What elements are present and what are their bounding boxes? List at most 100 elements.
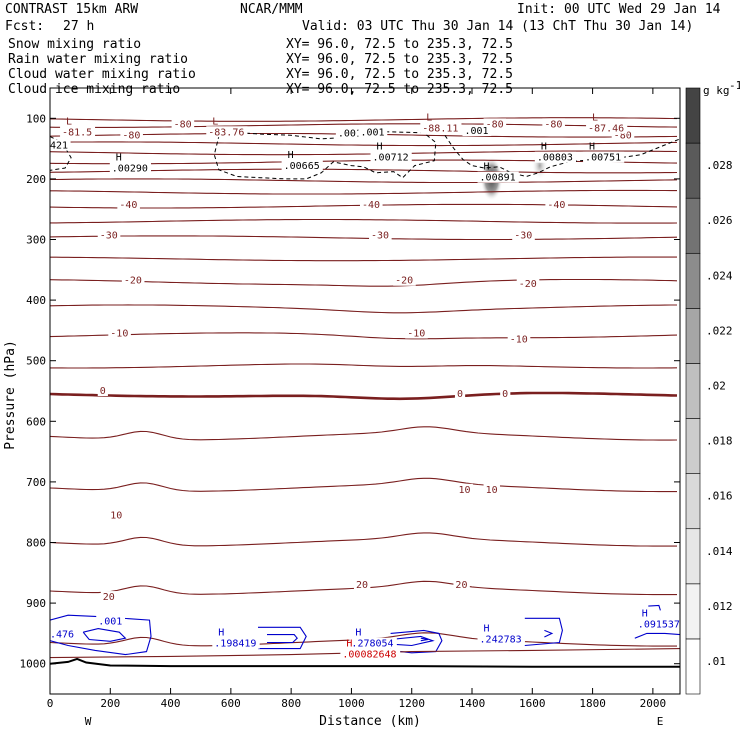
isotherm-label-bg [369, 229, 392, 241]
extremum-value: -83.76 [208, 127, 244, 138]
isotherm-label: -40 [119, 200, 137, 211]
isotherm-line [50, 168, 678, 174]
colorbar-swatch [685, 583, 701, 640]
cloud-ice-label: .001 [338, 128, 362, 139]
legend-snow-xy: XY= 96.0, 72.5 to 235.3, 72.5 [286, 37, 513, 52]
isotherm-label: -20 [124, 276, 142, 287]
isotherm-label-bg [108, 327, 131, 339]
isotherm-label: 10 [486, 485, 498, 496]
legend-snow-label: Snow mixing ratio [8, 37, 141, 52]
extremum-value: -88.11 [422, 124, 458, 135]
extremum-value: .278054 [351, 639, 393, 650]
isotherm-label: 0 [457, 389, 463, 400]
extremum-value-bg [477, 171, 519, 183]
plot-area: -80 -80 -80 -80 -80 -40 -40 -40 -30 -30 -30 -20 -20 -… [50, 113, 680, 668]
x-tick-label: 1600 [519, 697, 546, 710]
isotherm-line [50, 363, 678, 369]
y-tick-label: 900 [26, 597, 46, 610]
isotherm-label-bg [117, 198, 140, 210]
y-tick-label: 500 [26, 355, 46, 368]
isotherm-label-bg [545, 198, 568, 210]
cloud-water-contour [82, 628, 127, 642]
colorbar-swatch [685, 363, 701, 419]
isotherm-line [50, 189, 677, 195]
colorbar-swatch [685, 418, 701, 474]
isotherm-label-bg [542, 118, 565, 130]
isotherm-label-bg [512, 229, 535, 241]
extremum-value: .00712 [373, 153, 409, 164]
isotherm-label-bg [456, 483, 473, 495]
extremum-marker: L [66, 116, 72, 127]
isotherm-label-bg [483, 483, 500, 495]
isotherm-label: 20 [103, 592, 115, 603]
isotherm-label-bg [453, 578, 470, 590]
legend-cloud-ice-xy: XY= 96.0, 72.5 to 235.3, 72.5 [286, 82, 513, 97]
extremum-marker: H [377, 142, 383, 153]
colorbar-tick-label: .016 [706, 490, 733, 503]
extremum-value-bg [281, 160, 323, 172]
cloud-ice-label: .001 [360, 127, 384, 138]
colorbar-tick-label: .028 [706, 159, 733, 172]
extremum-marker: H [484, 623, 490, 634]
isotherm-line [50, 477, 677, 493]
isotherm-line [50, 150, 678, 156]
isotherm-label: -80 [174, 119, 192, 130]
extremum-value: .00803 [537, 153, 573, 164]
valid-time: Valid: 03 UTC Thu 30 Jan 14 (13 ChT Thu … [302, 19, 693, 34]
isotherm-label-bg [454, 388, 466, 400]
colorbar-swatch [685, 638, 701, 695]
legend-rain-label: Rain water mixing ratio [8, 52, 188, 67]
isotherm-label: -30 [100, 230, 118, 241]
colorbar-unit: g kg [703, 84, 730, 97]
legend-cloud-water-xy: XY= 96.0, 72.5 to 235.3, 72.5 [286, 67, 513, 82]
isotherm-label: -80 [614, 130, 632, 141]
isotherm-label: -40 [547, 200, 565, 211]
extremum-marker: L [592, 113, 598, 124]
extremum-value-bg [586, 122, 628, 134]
isotherm-line [50, 532, 677, 547]
extremum-value: .00082648 [342, 650, 396, 661]
isotherm-label-bg [97, 385, 108, 397]
legend-rain-xy: XY= 96.0, 72.5 to 235.3, 72.5 [286, 52, 513, 67]
x-tick-label: 1400 [459, 697, 486, 710]
extremum-value-bg [212, 637, 260, 649]
legend-cloud-ice-label: Cloud ice mixing ratio [8, 82, 180, 97]
colorbar-tick-label: .012 [706, 600, 733, 613]
model-title: CONTRAST 15km ARW [5, 2, 138, 17]
isotherm-label-bg [121, 274, 145, 286]
forecast-label: Fcst: [5, 19, 44, 34]
isotherm-label: -80 [122, 130, 140, 141]
colorbar-swatch [685, 142, 701, 199]
colorbar: .01 .012 .014 .016 .018 .02 .022 .024 .026 .028 [685, 87, 733, 695]
isotherm-line [50, 141, 678, 147]
extremum-value-bg [349, 637, 397, 649]
legend-cloud-water-label: Cloud water mixing ratio [8, 67, 196, 82]
isotherm-label: 10 [458, 485, 470, 496]
isotherm-line [50, 332, 678, 340]
cloud-water-label-bg [96, 615, 126, 627]
cloud-water-contour [420, 637, 429, 642]
extremum-value: .00751 [585, 153, 621, 164]
y-tick-label: 100 [26, 112, 46, 125]
x-tick-label: 0 [47, 697, 54, 710]
isotherm-line [50, 117, 678, 122]
cloud-ice-contour [213, 131, 437, 180]
cloud-ice-label: 421 [50, 141, 68, 152]
x-tick-label: 2000 [640, 697, 667, 710]
colorbar-tick-label: .014 [706, 545, 733, 558]
x-tick-label: 1000 [338, 697, 365, 710]
isotherm-label: 20 [356, 580, 368, 591]
plot-frame [49, 87, 681, 695]
terrain-line [50, 657, 680, 668]
extremum-value: -87.46 [588, 124, 624, 135]
x-west-label: W [85, 715, 92, 728]
cloud-water-contour [50, 614, 152, 656]
cloud-water-contour [524, 617, 563, 647]
cloud-ice-label-bg [50, 139, 71, 151]
colorbar-swatch [685, 87, 701, 144]
extremum-value-bg [420, 122, 462, 134]
extremum-value-bg [60, 126, 96, 138]
isotherm-label: -80 [544, 119, 562, 130]
x-tick-label: 800 [281, 697, 301, 710]
cloud-ice-contour [444, 135, 680, 178]
